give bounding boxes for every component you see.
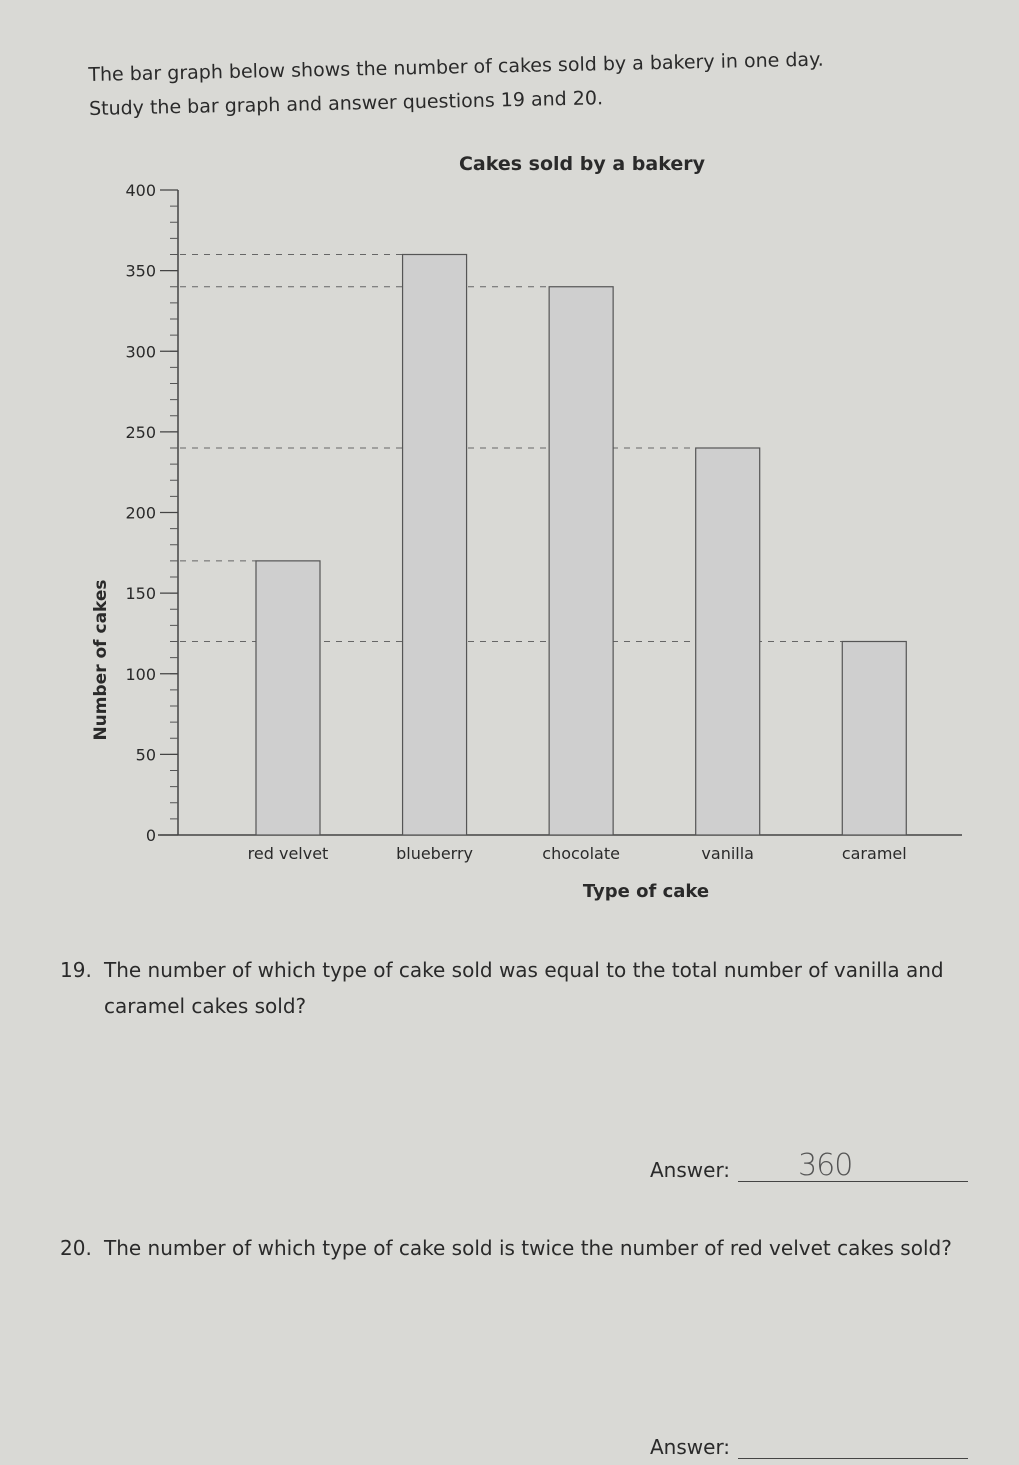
y-tick-label: 150: [125, 584, 156, 603]
question-number: 19.: [60, 958, 92, 982]
answer-20: Answer:: [650, 1435, 969, 1459]
x-tick-label: blueberry: [396, 844, 473, 863]
bar-red-velvet: [255, 560, 321, 836]
x-tick-label: caramel: [842, 844, 907, 863]
y-tick-label: 400: [125, 181, 156, 200]
y-tick-label: 100: [125, 665, 156, 684]
y-tick-label: 300: [125, 342, 156, 361]
bar-caramel: [841, 640, 907, 836]
handwritten-answer: 360: [798, 1148, 853, 1183]
y-tick-label: 200: [125, 504, 156, 523]
answer-label: Answer:: [650, 1435, 731, 1459]
answer-label: Answer:: [650, 1158, 731, 1182]
x-tick-label: vanilla: [701, 844, 754, 863]
question-number: 20.: [60, 1236, 92, 1260]
chart-title: Cakes sold by a bakery: [459, 153, 706, 175]
y-axis-label: Number of cakes: [91, 579, 111, 740]
x-tick-label: red velvet: [248, 844, 329, 863]
y-tick-label: 50: [136, 745, 156, 764]
x-tick-label: chocolate: [542, 844, 620, 863]
answer-field[interactable]: [738, 1436, 969, 1459]
y-tick-label: 350: [125, 262, 156, 281]
question-text: The number of which type of cake sold is…: [104, 1236, 952, 1260]
y-tick-label: 0: [146, 826, 156, 845]
bar-vanilla: [695, 447, 761, 836]
question-text: The number of which type of cake sold wa…: [104, 958, 944, 1018]
question-20: 20. The number of which type of cake sold…: [60, 1230, 980, 1266]
answer-19: Answer: 360: [650, 1148, 969, 1183]
y-tick-label: 250: [125, 423, 156, 442]
bar-chart: Cakes sold by a bakery Type of cake Numb…: [91, 153, 962, 902]
bar-blueberry: [401, 253, 468, 836]
x-axis-label: Type of cake: [583, 881, 709, 902]
bar-chocolate: [548, 286, 614, 836]
intro-text: The bar graph below shows the number of …: [88, 40, 939, 126]
answer-field[interactable]: 360: [738, 1148, 969, 1183]
question-19: 19. The number of which type of cake sold…: [60, 952, 980, 1024]
